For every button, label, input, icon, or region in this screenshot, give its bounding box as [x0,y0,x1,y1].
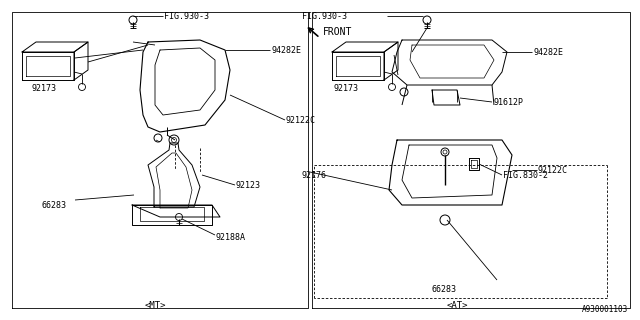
Text: 92173: 92173 [334,84,359,92]
Text: FRONT: FRONT [323,27,353,37]
Text: 94282E: 94282E [271,45,301,54]
Text: 92122C: 92122C [538,165,568,174]
Text: 92188A: 92188A [216,233,246,242]
Text: 66283: 66283 [432,285,457,294]
Text: A930001103: A930001103 [582,305,628,314]
Text: <AT>: <AT> [446,301,468,310]
Text: 92173: 92173 [32,84,57,92]
Text: 92122C: 92122C [286,116,316,124]
Text: FIG.930-3: FIG.930-3 [302,12,347,20]
Text: 92123: 92123 [236,180,261,189]
Text: <MT>: <MT> [144,301,166,310]
Text: FIG.830-2: FIG.830-2 [503,171,548,180]
Text: 66283: 66283 [42,201,67,210]
Text: FIG.930-3: FIG.930-3 [164,12,209,20]
Text: 91612P: 91612P [493,98,523,107]
Text: 94282E: 94282E [533,47,563,57]
Text: 92176: 92176 [302,171,327,180]
